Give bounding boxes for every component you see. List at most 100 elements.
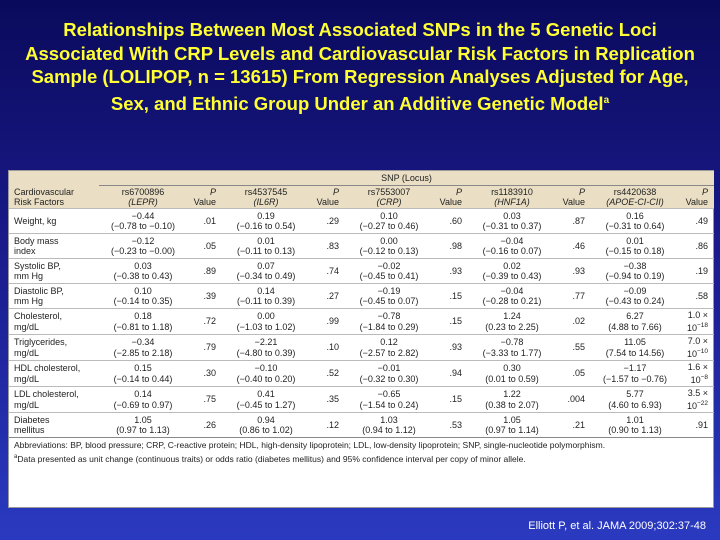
- estimate-cell: 1.22 (0.38 to 2.07): [468, 386, 556, 413]
- row-label: Diabetes mellitus: [9, 412, 99, 437]
- footnote: Abbreviations: BP, blood pressure; CRP, …: [9, 438, 713, 450]
- confidence-interval: (−0.23 to −0.00): [110, 246, 176, 256]
- row-header-line: Risk Factors: [14, 196, 65, 207]
- snp-locus: (HNF1A): [494, 197, 530, 207]
- row-label: HDL cholesterol, mg/dL: [9, 360, 99, 387]
- estimate: 0.03: [134, 260, 152, 271]
- p-value-cell: .02: [556, 308, 591, 335]
- table-row: LDL cholesterol, mg/dL 0.14 (−0.69 to 0.97)…: [9, 386, 715, 413]
- p-value-cell: .83: [310, 233, 345, 259]
- p-value: .79: [203, 342, 216, 353]
- p-value: .26: [203, 419, 216, 430]
- p-value: .93: [449, 265, 462, 276]
- row-header: Cardiovascular Risk Factors: [9, 186, 99, 209]
- p-value-cell: .53: [433, 412, 468, 437]
- confidence-interval: (−0.11 to 0.39): [236, 296, 296, 306]
- confidence-interval: (−0.16 to 0.07): [482, 246, 542, 256]
- p-value: .52: [326, 368, 339, 379]
- confidence-interval: (0.38 to 2.07): [485, 399, 539, 410]
- row-label: LDL cholesterol, mg/dL: [9, 386, 99, 413]
- p-header-line: P: [455, 187, 462, 197]
- table-row: Cholesterol, mg/dL 0.18 (−0.81 to 1.18) .72 0…: [9, 308, 715, 335]
- p-value-cell: .99: [310, 308, 345, 335]
- row-label-line: Triglycerides,: [14, 337, 68, 347]
- p-value-cell: .75: [187, 386, 222, 413]
- estimate-cell: 0.02 (−0.39 to 0.43): [468, 258, 556, 284]
- p-value: .21: [572, 419, 585, 430]
- p-value: .60: [449, 215, 462, 226]
- estimate: 0.14: [134, 389, 152, 399]
- confidence-interval: (−0.94 to 0.19): [605, 271, 665, 281]
- p-value-cell: .39: [187, 283, 222, 309]
- estimate: −0.09: [623, 285, 647, 296]
- row-label-line: Weight, kg: [14, 215, 57, 226]
- estimate: 0.01: [257, 235, 275, 246]
- p-value: .27: [326, 290, 339, 301]
- table-panel: SNP (Locus) Cardiovascular Risk Factors rs6…: [8, 170, 715, 508]
- p-value-cell: .10: [310, 334, 345, 361]
- estimate: 0.03: [503, 210, 521, 221]
- estimate: −0.02: [377, 260, 401, 271]
- estimate-cell: 0.16 (−0.31 to 0.64): [591, 208, 679, 234]
- p-header-line: P: [702, 187, 709, 197]
- table-row: Weight, kg −0.44 (−0.78 to −0.10) .01 0.19 (−…: [9, 208, 715, 234]
- confidence-interval: (−0.81 to 1.18): [113, 321, 173, 332]
- estimate: 6.27: [626, 311, 644, 321]
- row-label-line: mg/dL: [14, 373, 40, 384]
- confidence-interval: (−0.40 to 0.20): [236, 373, 296, 384]
- estimate: 0.12: [380, 337, 398, 347]
- row-label-line: Diabetes: [14, 414, 50, 425]
- row-label: Diastolic BP, mm Hg: [9, 283, 99, 309]
- p-value-cell: .05: [556, 360, 591, 387]
- p-value: .94: [449, 368, 462, 379]
- p-value: .19: [695, 265, 709, 276]
- p-value-cell: .29: [310, 208, 345, 234]
- table-row: Systolic BP, mm Hg 0.03 (−0.38 to 0.43) .89 0…: [9, 258, 715, 284]
- p-value: .15: [449, 394, 462, 405]
- row-header-line: Cardiovascular: [14, 186, 75, 197]
- estimate: 1.22: [503, 389, 521, 399]
- estimate-cell: −0.65 (−1.54 to 0.24): [345, 386, 433, 413]
- snp-locus: (APOE-CI-CII): [606, 197, 664, 207]
- p-header-line: P: [209, 187, 216, 197]
- confidence-interval: (−0.15 to 0.18): [605, 246, 665, 256]
- p-value: .72: [203, 316, 216, 327]
- estimate: 0.16: [626, 210, 644, 221]
- confidence-interval: (−1.57 to −0.76): [602, 373, 668, 384]
- estimate: −0.04: [500, 285, 524, 296]
- p-value: .58: [695, 290, 709, 301]
- p-value-cell: .12: [310, 412, 345, 437]
- estimate: −0.44: [131, 210, 155, 221]
- confidence-interval: (−0.43 to 0.24): [605, 296, 665, 306]
- p-value-cell: .01: [187, 208, 222, 234]
- estimate-cell: −0.10 (−0.40 to 0.20): [222, 360, 310, 387]
- p-header-line: Value: [193, 197, 216, 207]
- p-value: .35: [326, 394, 339, 405]
- row-label-line: HDL cholesterol,: [14, 363, 81, 373]
- p-value: .55: [572, 342, 585, 353]
- snp-locus: (CRP): [376, 197, 402, 207]
- estimate: −0.65: [377, 389, 401, 399]
- snp-id: rs7553007: [367, 187, 411, 197]
- p-value: .86: [695, 240, 709, 251]
- estimate-cell: 1.05 (0.97 to 1.13): [99, 412, 187, 437]
- estimate-cell: −0.78 (−3.33 to 1.77): [468, 334, 556, 361]
- p-value: .30: [203, 368, 216, 379]
- p-value-cell: .98: [433, 233, 468, 259]
- p-value: .83: [326, 240, 339, 251]
- estimate: 0.18: [134, 311, 152, 321]
- estimate: 1.01: [626, 414, 644, 425]
- confidence-interval: (−0.45 to 0.07): [359, 296, 419, 306]
- estimate-cell: −0.01 (−0.32 to 0.30): [345, 360, 433, 387]
- confidence-interval: (−1.54 to 0.24): [359, 399, 419, 410]
- confidence-interval: (−1.03 to 1.02): [236, 321, 296, 332]
- p-header: P Value: [310, 186, 345, 209]
- confidence-interval: (0.01 to 0.59): [485, 373, 539, 384]
- p-header-line: P: [332, 187, 339, 197]
- estimate-cell: 0.03 (−0.38 to 0.43): [99, 258, 187, 284]
- estimate: 1.24: [503, 311, 521, 321]
- estimate-cell: −0.09 (−0.43 to 0.24): [591, 283, 679, 309]
- estimate-cell: 0.00 (−0.12 to 0.13): [345, 233, 433, 259]
- confidence-interval: (7.54 to 14.56): [605, 347, 665, 358]
